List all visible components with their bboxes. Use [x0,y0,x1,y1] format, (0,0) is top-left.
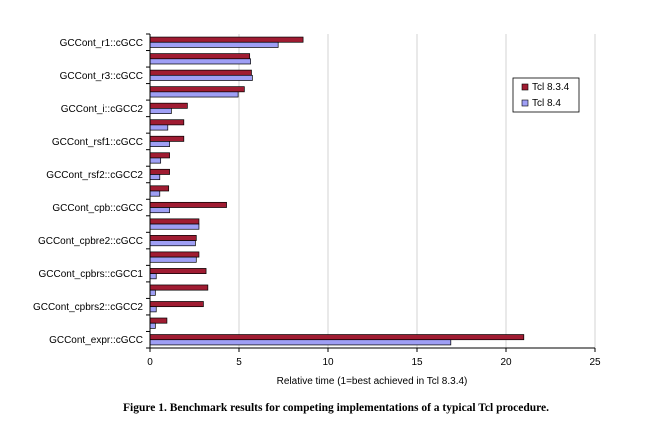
bar-s1-16 [149,306,157,313]
bar-s0-2 [149,69,252,76]
category-label-5: GCCont_cpb::cGCC [52,203,143,214]
bar-s1-12 [149,240,196,247]
bar-s1-1 [149,58,251,65]
x-tick-label-2: 10 [322,357,334,368]
category-label-2: GCCont_i::cGCC2 [61,104,144,115]
bar-s1-2 [149,74,253,81]
bar-s0-10 [149,201,227,208]
bar-s0-17 [149,317,168,324]
bar-s1-10 [149,207,170,214]
figure-caption: Figure 1. Benchmark results for competin… [122,402,550,414]
legend-box [512,77,580,113]
bar-s1-8 [149,174,161,181]
category-label-6: GCCont_cpbre2::cGCC [38,236,143,247]
x-tick-label-4: 20 [500,357,512,368]
bar-s0-0 [149,36,304,43]
bar-s1-6 [149,141,170,147]
x-axis-title: Relative time (1=best achieved in Tcl 8.… [277,376,468,387]
legend-swatch-tcl-84 [521,99,529,107]
bar-s0-1 [149,53,251,60]
bar-s1-13 [149,256,197,263]
category-label-4: GCCont_rsf2::cGCC2 [46,170,143,181]
bar-s0-6 [149,135,185,142]
bar-s0-5 [149,119,185,126]
bar-s1-4 [149,108,172,114]
bar-s0-16 [149,301,204,308]
bar-s1-5 [149,124,169,131]
category-labels: GCCont_r1::cGCCGCCont_r3::cGCCGCCont_i::… [33,38,143,346]
legend: Tcl 8.3.4 Tcl 8.4 [512,77,580,113]
bar-s1-7 [149,157,162,164]
category-label-0: GCCont_r1::cGCC [60,38,143,49]
bar-s1-3 [149,91,239,98]
bar-s0-8 [149,168,170,175]
x-tick-label-0: 0 [147,357,153,368]
legend-swatch-tcl-834 [521,83,529,91]
bars [149,36,525,346]
bar-s1-18 [149,339,452,346]
legend-label-tcl-84: Tcl 8.4 [532,98,561,109]
x-tick-label-1: 5 [236,357,242,368]
bar-s1-14 [149,273,157,280]
bar-s1-15 [149,289,156,296]
bar-s1-0 [149,41,279,48]
bar-s0-15 [149,284,209,291]
bar-s0-12 [149,235,197,241]
legend-label-tcl-834: Tcl 8.3.4 [532,82,570,93]
category-label-7: GCCont_cpbrs::cGCC1 [39,269,144,280]
bar-s0-14 [149,268,207,274]
category-label-8: GCCont_cpbrs2::cGCC2 [33,302,143,313]
category-label-1: GCCont_r3::cGCC [60,71,143,82]
x-tick-labels: 0 5 10 15 20 25 [147,348,601,368]
category-label-3: GCCont_rsf1::cGCC [52,137,143,148]
bar-s0-7 [149,152,170,159]
bar-s0-3 [149,86,245,93]
bar-s0-13 [149,251,200,258]
bar-s0-9 [149,185,170,192]
bar-s1-17 [149,322,156,329]
bar-s1-11 [149,223,200,230]
y-ticks [146,33,150,349]
bar-s0-11 [149,218,200,225]
x-tick-label-5: 25 [589,357,601,368]
x-tick-label-3: 15 [411,357,423,368]
bar-s1-9 [149,190,161,197]
category-label-9: GCCont_expr::cGCC [49,335,143,346]
bar-s0-18 [149,334,525,341]
bar-s0-4 [149,102,188,109]
